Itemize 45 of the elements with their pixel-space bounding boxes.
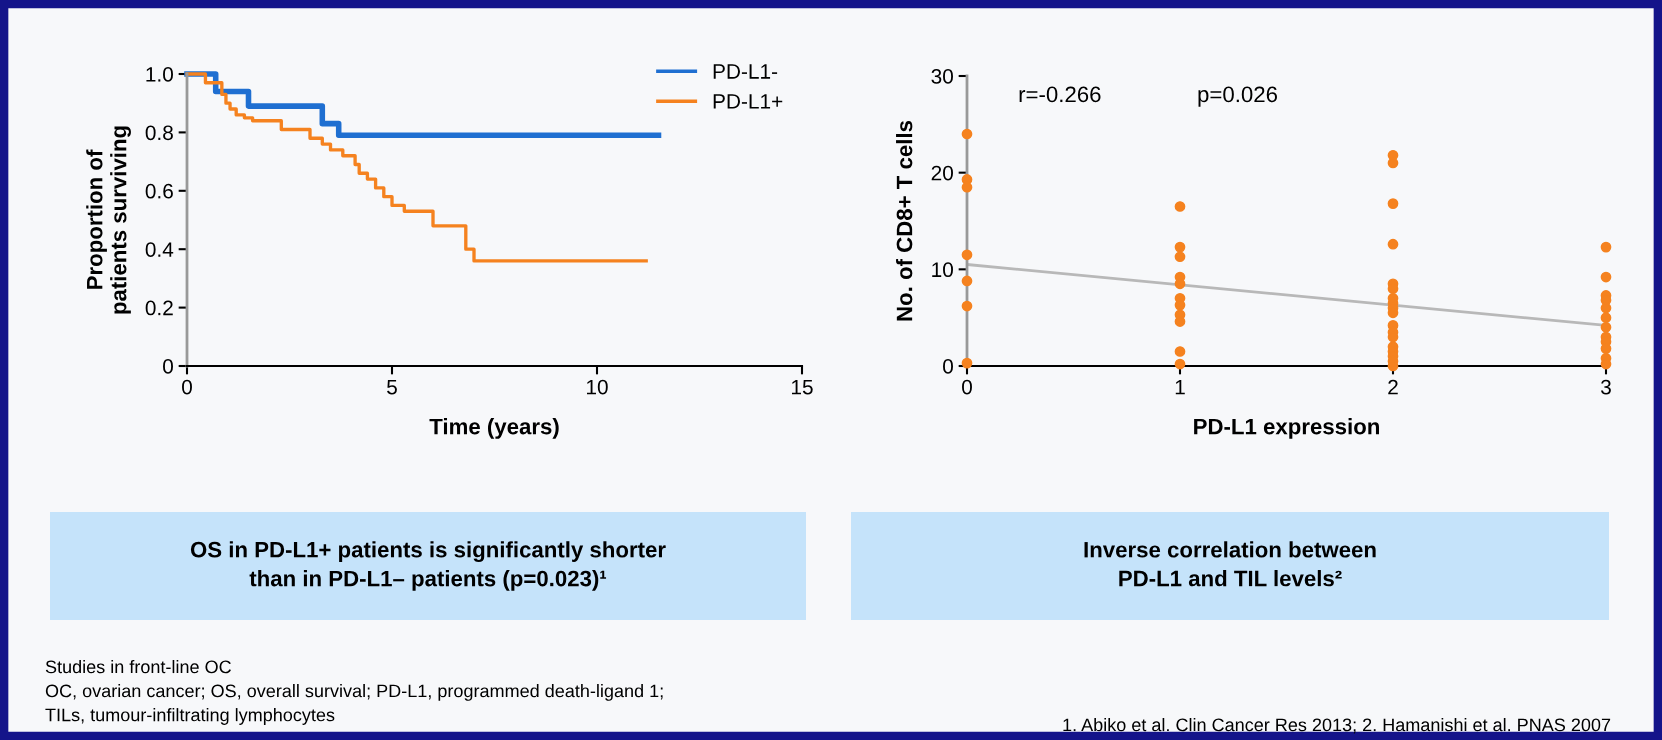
point [961,300,973,312]
point [1174,241,1186,253]
y-tick-label: 0 [163,359,173,374]
x-tick-label: 0 [962,379,972,395]
point [1600,271,1612,283]
y-tick-label: 20 [931,165,953,181]
y-tick-label: 0.6 [145,183,173,199]
y-tick-label: 1.0 [146,67,173,82]
point [1600,241,1612,253]
x-tick-label: 10 [587,379,608,395]
y-tick-label: 0.2 [145,300,173,316]
y-tick-label: 0 [943,359,953,374]
x-tick-label: 15 [792,379,813,395]
y-tick-label: 0.8 [145,125,173,141]
point [961,128,973,140]
y-axis-title: No. of CD8+ T cells [896,120,913,321]
text: Inverse correlation between PD-L1 and TIL levels² [1084,541,1376,587]
point [1387,238,1399,250]
annotation: r=-0.266 [1019,86,1101,103]
x-tick-label: 0 [182,379,192,395]
point [1174,201,1186,212]
text: Studies in front-line OC OC, ovarian cancer; OS, overall survival; PD-L1, programmed death-ligand 1; TILs, tumour-infiltrating lymphocytes [45,660,663,725]
point [961,275,973,287]
x-tick-label: 1 [1175,379,1185,395]
point [1174,251,1186,263]
point [961,249,973,261]
annotation: p=0.026 [1198,86,1278,107]
x-tick-label: 3 [1601,379,1611,395]
x-axis-title: Time (years) [429,418,559,439]
point [1600,312,1612,324]
x-axis-title: PD-L1 expression [1194,418,1379,439]
y-axis-title: Proportion of patients surviving [86,126,131,314]
legend-label: PD-L1+ [713,94,783,109]
point [1174,346,1186,357]
x-tick-label: 5 [387,379,397,395]
y-tick-label: 10 [932,262,953,278]
text: 1. Abiko et al. Clin Cancer Res 2013; 2. Hamanishi et al. PNAS 2007 [1063,718,1611,734]
point [1174,358,1186,370]
y-tick-label: 30 [931,69,953,84]
point [1387,198,1399,209]
text: OS in PD-L1+ patients is significantly shorter than in PD-L1– patients (p=0.023)¹ [190,541,666,591]
point [1600,321,1612,333]
legend-label: PD-L1- [713,64,778,79]
y-tick-label: 0.4 [145,242,174,257]
x-tick-label: 2 [1388,379,1398,395]
